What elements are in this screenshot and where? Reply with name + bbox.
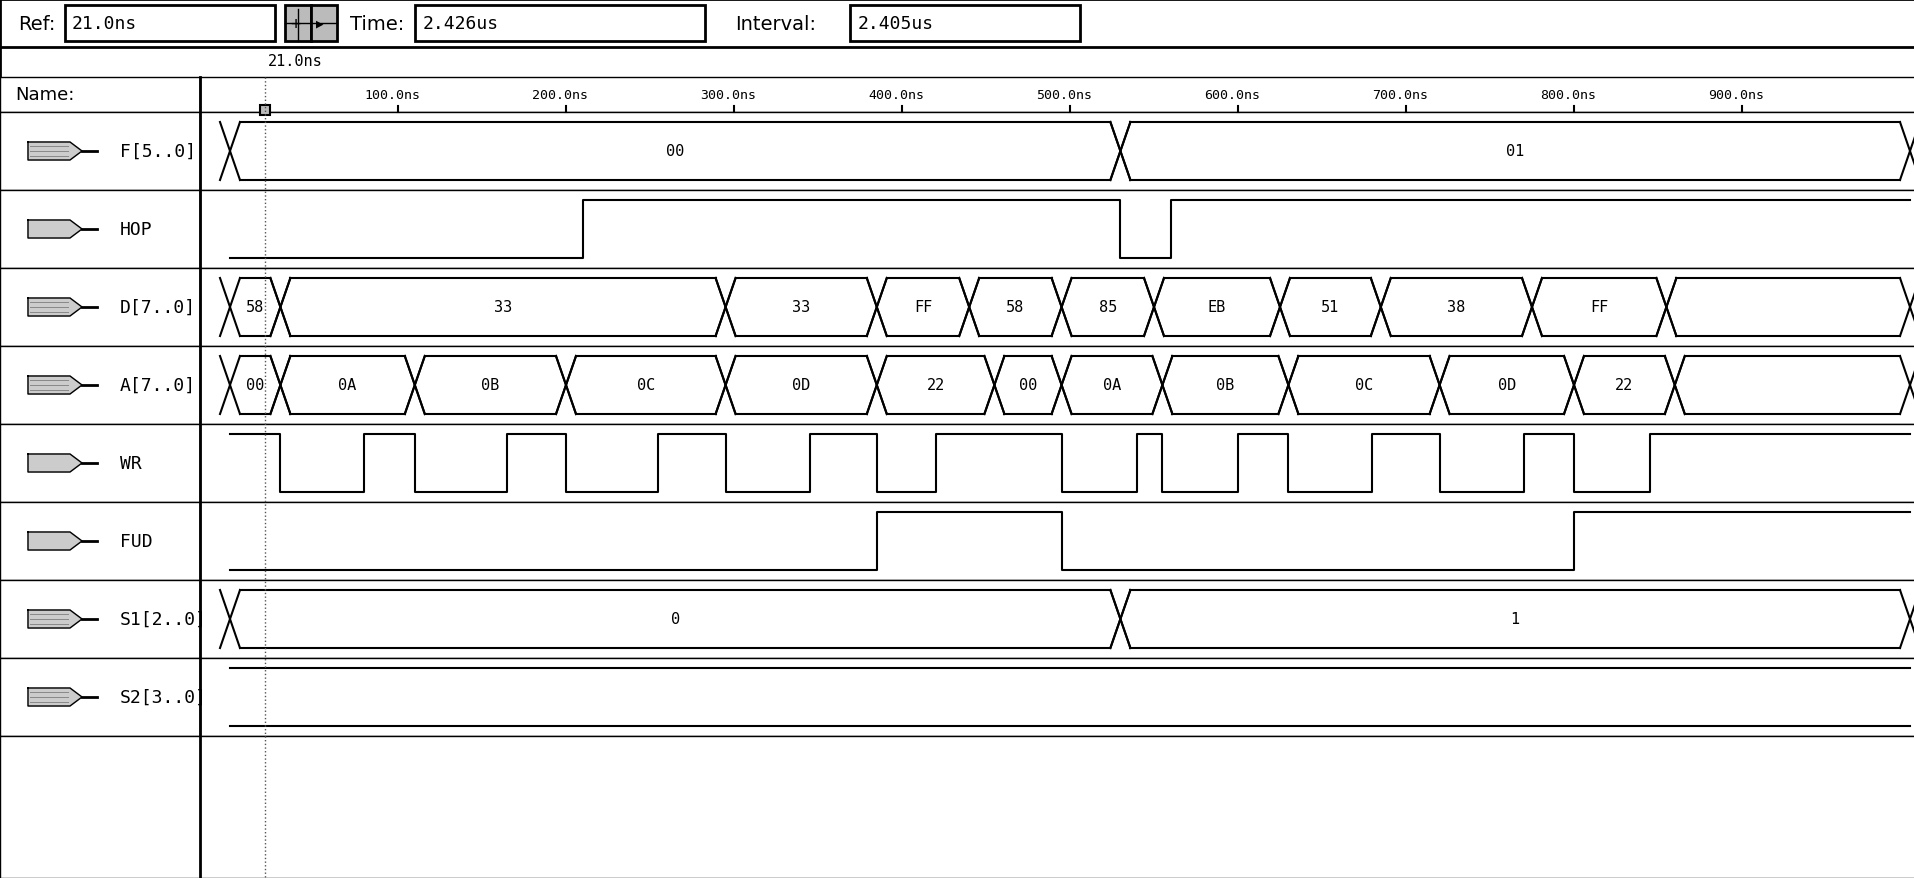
Text: 58: 58 (245, 300, 264, 315)
Text: 33: 33 (792, 300, 810, 315)
Bar (0, 736, 1914, 878)
Text: Name:: Name: (15, 86, 75, 104)
Text: 22: 22 (926, 378, 944, 393)
Text: 2.426us: 2.426us (423, 15, 500, 33)
Bar (850, 6, 1079, 42)
Text: FF: FF (1589, 300, 1608, 315)
Text: 0C: 0C (635, 378, 655, 393)
Text: 700.0ns: 700.0ns (1370, 89, 1428, 102)
Text: 21.0ns: 21.0ns (268, 54, 323, 69)
Bar (199, 658, 1914, 736)
Polygon shape (29, 610, 82, 629)
Bar (0, 0, 1914, 48)
Bar (199, 78, 1914, 113)
Text: Ref:: Ref: (17, 14, 56, 33)
Bar (0, 425, 199, 502)
Text: HOP: HOP (121, 220, 153, 239)
Text: ▶: ▶ (316, 18, 323, 31)
Text: 0B: 0B (1215, 378, 1235, 393)
Polygon shape (29, 143, 82, 161)
Text: 100.0ns: 100.0ns (364, 89, 419, 102)
Text: S2[3..0]: S2[3..0] (121, 688, 207, 706)
Bar (0, 347, 199, 425)
Text: A[7..0]: A[7..0] (121, 377, 195, 394)
Bar (0, 269, 199, 347)
Bar (199, 191, 1914, 269)
Text: 21.0ns: 21.0ns (73, 15, 138, 33)
Bar (285, 6, 310, 42)
Polygon shape (29, 455, 82, 472)
Polygon shape (29, 220, 82, 239)
Text: 33: 33 (494, 300, 511, 315)
Bar (199, 269, 1914, 347)
Text: 01: 01 (1504, 144, 1524, 159)
Text: 800.0ns: 800.0ns (1539, 89, 1594, 102)
Text: 00: 00 (1018, 378, 1037, 393)
Bar (199, 425, 1914, 502)
Bar (0, 113, 199, 191)
Bar (0, 191, 199, 269)
Text: FUD: FUD (121, 532, 153, 551)
Text: 0C: 0C (1355, 378, 1372, 393)
Text: 00: 00 (245, 378, 264, 393)
Text: 0A: 0A (339, 378, 356, 393)
Text: 300.0ns: 300.0ns (701, 89, 756, 102)
Bar (0, 580, 199, 658)
Bar (415, 6, 704, 42)
Polygon shape (29, 688, 82, 706)
Text: 00: 00 (666, 144, 683, 159)
Text: 51: 51 (1321, 300, 1338, 315)
Bar (199, 113, 1914, 191)
Text: 22: 22 (1614, 378, 1633, 393)
Text: D[7..0]: D[7..0] (121, 299, 195, 317)
Text: 400.0ns: 400.0ns (867, 89, 924, 102)
Text: 500.0ns: 500.0ns (1035, 89, 1091, 102)
Text: WR: WR (121, 455, 142, 472)
Polygon shape (29, 532, 82, 551)
Text: 58: 58 (1005, 300, 1024, 315)
Text: 0B: 0B (480, 378, 500, 393)
Text: 38: 38 (1447, 300, 1464, 315)
Polygon shape (29, 377, 82, 394)
Bar (65, 6, 276, 42)
Bar (0, 658, 199, 736)
Text: 2.405us: 2.405us (857, 15, 934, 33)
Text: 0D: 0D (792, 378, 810, 393)
Bar (199, 347, 1914, 425)
Text: 85: 85 (1099, 300, 1116, 315)
Text: F[5..0]: F[5..0] (121, 143, 195, 161)
Bar (199, 502, 1914, 580)
Bar (199, 580, 1914, 658)
Bar (310, 6, 337, 42)
Text: 0A: 0A (1102, 378, 1120, 393)
Text: EB: EB (1208, 300, 1225, 315)
Text: Interval:: Interval: (735, 14, 815, 33)
Bar (0, 78, 199, 113)
Bar (260, 106, 270, 116)
Polygon shape (29, 299, 82, 317)
Text: +: + (289, 15, 300, 33)
Text: S1[2..0]: S1[2..0] (121, 610, 207, 629)
Text: Time:: Time: (350, 14, 404, 33)
Text: 0: 0 (670, 612, 679, 627)
Bar (0, 502, 199, 580)
Text: FF: FF (913, 300, 932, 315)
Text: 0D: 0D (1497, 378, 1516, 393)
Text: 200.0ns: 200.0ns (532, 89, 588, 102)
Text: 900.0ns: 900.0ns (1707, 89, 1763, 102)
Text: 1: 1 (1510, 612, 1520, 627)
Text: 600.0ns: 600.0ns (1204, 89, 1259, 102)
